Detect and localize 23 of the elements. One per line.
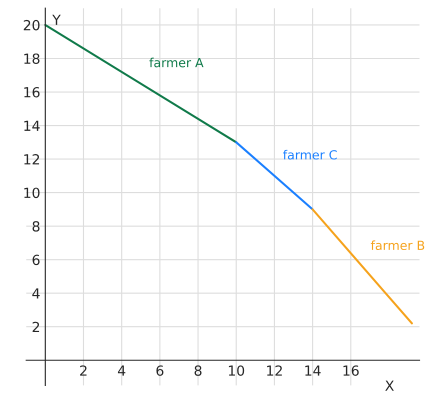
- series-label: farmer C: [283, 150, 337, 160]
- x-axis-title: X: [385, 380, 394, 391]
- x-tick-label: 14: [305, 366, 321, 376]
- x-tick-label: 10: [228, 365, 244, 376]
- series-label: farmer B: [370, 240, 424, 250]
- y-tick-label: 4: [32, 288, 40, 298]
- y-tick-label: 16: [24, 86, 40, 98]
- series-label: farmer A: [149, 58, 204, 68]
- y-tick-label: 6: [32, 254, 40, 266]
- y-tick-label: 10: [24, 188, 40, 198]
- x-tick-label: 12: [267, 365, 282, 376]
- x-tick-label: 8: [194, 365, 202, 376]
- x-tick-label: 6: [156, 365, 164, 376]
- x-tick-label: 2: [80, 365, 87, 376]
- y-tick-label: 12: [24, 154, 40, 164]
- y-axis-title: Y: [52, 14, 61, 25]
- x-tick-label: 4: [118, 366, 126, 376]
- x-tick-label: 16: [343, 365, 359, 376]
- y-tick-label: 2: [32, 322, 40, 332]
- y-tick-label: 20: [24, 20, 40, 30]
- y-tick-label: 14: [24, 120, 40, 131]
- y-tick-label: 8: [32, 221, 40, 232]
- y-tick-label: 18: [24, 53, 40, 64]
